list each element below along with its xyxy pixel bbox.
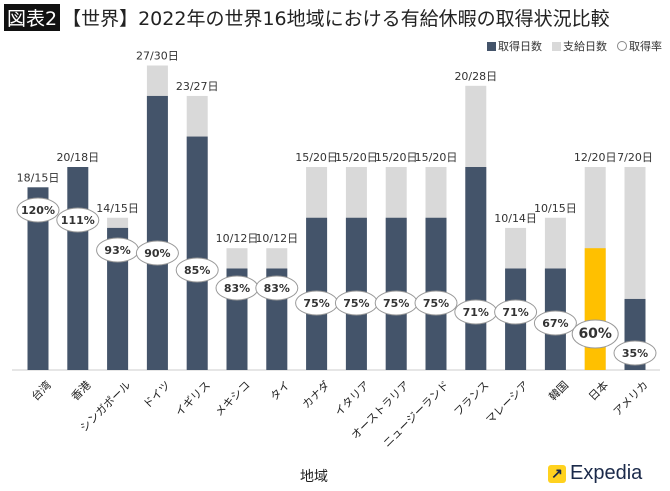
taken-bar — [146, 95, 168, 370]
rate-label: 93% — [104, 244, 130, 257]
rate-label: 83% — [264, 282, 290, 295]
rate-ellipse — [414, 290, 458, 316]
bar-value-label: 20/28日 — [454, 70, 497, 83]
rate-label: 60% — [578, 326, 612, 342]
category-label: 香港 — [69, 379, 94, 404]
rate-ellipse — [533, 310, 577, 336]
bar-value-label: 14/15日 — [96, 202, 139, 215]
category-label: フランス — [451, 379, 491, 419]
legend-circle-icon — [617, 41, 627, 51]
rate-ellipse — [175, 257, 219, 283]
category-label: マレーシア — [483, 379, 531, 427]
category-label: アメリカ — [611, 379, 651, 419]
category-label: メキシコ — [212, 379, 252, 419]
rate-label: 120% — [21, 204, 55, 217]
taken-bar — [465, 167, 487, 370]
legend-rate: 取得率 — [617, 38, 662, 54]
legend-label: 取得日数 — [498, 40, 542, 53]
rate-ellipse — [255, 275, 299, 301]
taken-bar — [584, 248, 606, 370]
legend-label: 取得率 — [629, 40, 662, 53]
bar-value-label: 20/18日 — [56, 151, 99, 164]
bar-value-label: 15/20日 — [295, 151, 338, 164]
bar-value-label: 10/12日 — [255, 232, 298, 245]
rate-label: 67% — [542, 317, 568, 330]
x-axis-label: 地域 — [300, 469, 328, 485]
rate-label: 71% — [502, 306, 528, 319]
category-label: 台湾 — [28, 378, 53, 403]
rate-label: 35% — [622, 347, 648, 360]
taken-bar — [107, 227, 129, 370]
rate-ellipse — [16, 197, 60, 223]
rate-label: 75% — [343, 297, 369, 310]
expedia-logo: ↗ Expedia — [548, 462, 642, 485]
bar-value-label: 15/20日 — [415, 151, 458, 164]
taken-bar — [186, 136, 208, 370]
legend: 取得日数 支給日数 取得率 — [487, 38, 662, 54]
bar-value-label: 7/20日 — [617, 151, 653, 164]
bar-value-label: 27/30日 — [136, 50, 179, 63]
bar-value-label: 18/15日 — [17, 171, 60, 184]
category-label: 韓国 — [546, 379, 571, 404]
category-label: カナダ — [299, 378, 332, 411]
rate-label: 111% — [61, 214, 95, 227]
rate-label: 90% — [144, 247, 170, 260]
category-label: イタリア — [332, 379, 372, 419]
bar-value-label: 10/12日 — [216, 232, 259, 245]
category-label: 日本 — [586, 378, 611, 403]
arrow-icon: ↗ — [548, 464, 566, 483]
logo-text: Expedia — [570, 462, 643, 484]
bar-value-label: 10/14日 — [494, 212, 537, 225]
rate-ellipse — [135, 240, 179, 266]
legend-granted: 支給日数 — [552, 38, 607, 54]
legend-swatch-granted — [552, 42, 561, 51]
bar-value-label: 12/20日 — [574, 151, 617, 164]
category-label: ドイツ — [141, 379, 174, 412]
taken-bar — [27, 187, 49, 370]
legend-taken: 取得日数 — [487, 38, 542, 54]
rate-ellipse — [56, 207, 100, 233]
category-label: タイ — [268, 379, 293, 404]
rate-label: 75% — [423, 297, 449, 310]
taken-bar — [67, 167, 89, 370]
bar-value-label: 15/20日 — [335, 151, 378, 164]
rate-ellipse — [494, 299, 538, 325]
bar-value-label: 23/27日 — [176, 80, 219, 93]
legend-swatch-taken — [487, 42, 496, 51]
legend-label: 支給日数 — [563, 40, 607, 53]
rate-label: 83% — [224, 282, 250, 295]
rate-label: 75% — [303, 297, 329, 310]
figure-tag: 図表2 — [4, 4, 61, 31]
bar-value-label: 15/20日 — [375, 151, 418, 164]
chart-title: 図表2 【世界】2022年の世界16地域における有給休暇の取得状況比較 — [4, 4, 610, 31]
rate-label: 85% — [184, 264, 210, 277]
rate-label: 75% — [383, 297, 409, 310]
rate-ellipse — [613, 340, 657, 366]
rate-label: 71% — [463, 306, 489, 319]
title-text: 【世界】2022年の世界16地域における有給休暇の取得状況比較 — [62, 8, 610, 30]
rate-ellipse — [571, 319, 619, 349]
category-label: イギリス — [173, 379, 213, 419]
bar-value-label: 10/15日 — [534, 202, 577, 215]
